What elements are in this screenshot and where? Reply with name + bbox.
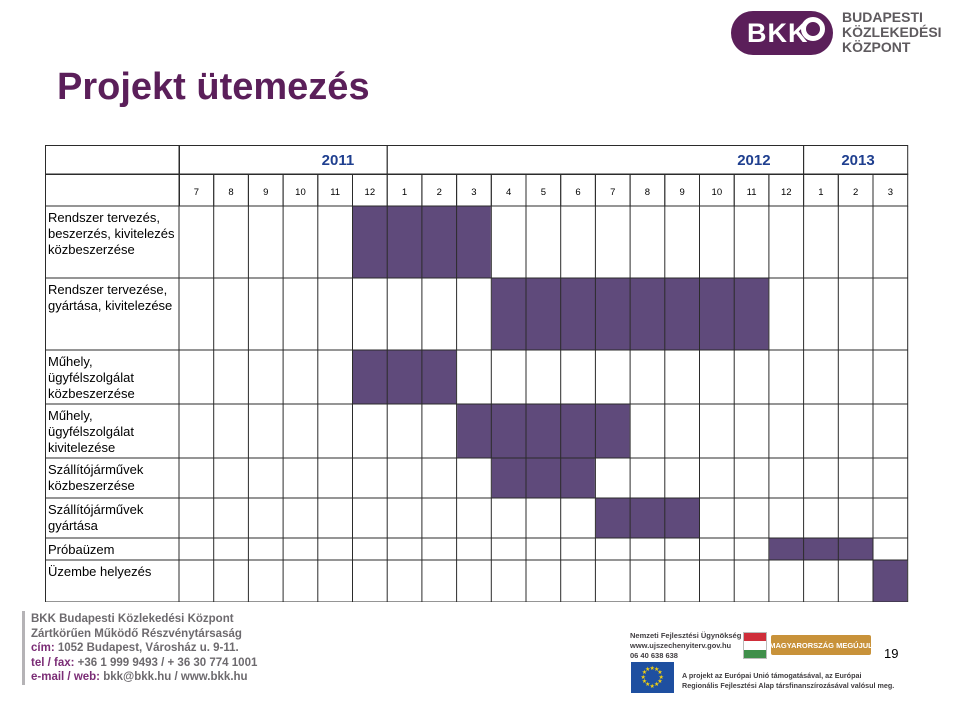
month-label: 9: [680, 187, 685, 198]
month-label: 5: [541, 187, 546, 198]
eu-note-line-2: Regionális Fejlesztési Alap társfinanszí…: [682, 681, 895, 690]
month-label: 11: [330, 187, 340, 198]
gantt-bar: [595, 498, 699, 538]
eu-star-icon: ★: [641, 679, 648, 685]
task-label: Műhely, ügyfélszolgálat közbeszerzése: [48, 354, 135, 401]
eu-funding-note: A projekt az Európai Unió támogatásával,…: [682, 671, 894, 691]
month-label: 12: [365, 187, 376, 198]
page-title: Projekt ütemezés: [57, 66, 370, 108]
eu-flag-icon: ★ ★ ★ ★ ★ ★ ★ ★ ★ ★ ★ ★: [631, 662, 674, 693]
year-label: 2011: [322, 152, 355, 169]
eu-star-icon: ★: [654, 666, 660, 673]
gantt-bar: [457, 404, 630, 458]
month-label: 8: [645, 187, 650, 198]
eu-star-icon: ★: [641, 670, 648, 676]
agency-web[interactable]: www.ujszechenyiterv.gov.hu: [630, 641, 732, 650]
footer-phone-label: tel / fax:: [31, 656, 75, 669]
eu-star-icon: ★: [657, 670, 663, 676]
month-label: 8: [228, 187, 233, 198]
eu-star-icon: ★: [654, 682, 660, 689]
task-label: Próbaüzem: [48, 542, 115, 557]
month-label: 11: [747, 187, 757, 198]
footer-phone: tel / fax: +36 1 999 9493 / + 36 30 774 …: [31, 656, 257, 671]
month-label: 2: [437, 187, 442, 198]
task-label: Műhely, ügyfélszolgálat kivitelezése: [48, 408, 134, 455]
hungarian-flag-icon: [743, 632, 767, 659]
footer-address-value: 1052 Budapest, Városház u. 9-11.: [54, 642, 239, 654]
footer-contact: BKK Budapesti Közlekedési Központ Zártkö…: [31, 612, 257, 685]
gantt-bar: [769, 538, 873, 560]
logo-line-2: KÖZLEKEDÉSI: [842, 24, 942, 40]
footer-address-label: cím:: [31, 642, 55, 654]
logo-line-1: BUDAPESTI: [842, 9, 923, 25]
month-label: 7: [194, 187, 199, 198]
task-label: Szállítójárművek közbeszerzése: [48, 462, 144, 493]
gantt-bar: [491, 458, 595, 498]
month-label: 4: [506, 187, 511, 198]
task-label: Szállítójárművek gyártása: [48, 502, 144, 533]
month-label: 1: [818, 187, 823, 198]
month-corner-cell: [45, 173, 180, 207]
magyarorszag-megujul-banner: MAGYARORSZÁG MEGÚJUL: [769, 635, 873, 655]
footer-email-value[interactable]: bkk@bkk.hu / www.bkk.hu: [100, 671, 248, 683]
eu-star-icon: ★: [645, 666, 651, 673]
eu-star-icon: ★: [658, 674, 664, 681]
logo-wordmark: BUDAPESTI KÖZLEKEDÉSI KÖZPONT: [842, 10, 960, 55]
gantt-bar: [353, 350, 457, 404]
month-label: 7: [610, 187, 615, 198]
bkk-logo: BKK: [731, 11, 833, 55]
eu-star-icon: ★: [657, 679, 663, 685]
task-label: Rendszer tervezés, beszerzés, kivitelezé…: [48, 210, 175, 257]
month-label: 10: [712, 187, 723, 198]
month-label: 6: [575, 187, 580, 198]
footer-company: BKK Budapesti Közlekedési Központ: [31, 613, 234, 625]
footer-email-label: e-mail / web:: [31, 671, 101, 683]
logo-ring-icon: [801, 17, 825, 41]
agency-info: Nemzeti Fejlesztési Ügynökség www.ujszec…: [630, 631, 741, 661]
logo-line-3: KÖZPONT: [842, 39, 911, 55]
footer-email: e-mail / web: bkk@bkk.hu / www.bkk.hu: [31, 670, 257, 685]
month-label: 9: [263, 187, 268, 198]
eu-note-line-1: A projekt az Európai Unió támogatásával,…: [682, 671, 862, 680]
footer-company-type: Zártkörűen Működő Részvénytársaság: [31, 627, 242, 640]
month-label: 1: [402, 187, 407, 198]
year-label: 2012: [737, 152, 770, 169]
month-label: 3: [888, 187, 893, 198]
eu-star-icon: ★: [649, 683, 655, 690]
agency-name: Nemzeti Fejlesztési Ügynökség: [630, 631, 742, 640]
footer-divider: [22, 611, 25, 685]
agency-phone: 06 40 638 638: [630, 651, 678, 660]
month-label: 10: [295, 187, 306, 198]
task-label: Üzembe helyezés: [48, 564, 152, 579]
task-label: Rendszer tervezése, gyártása, kivitelezé…: [48, 282, 173, 313]
year-cell: [178, 145, 388, 175]
eu-star-icon: ★: [640, 674, 646, 681]
bkk-logo-mark: BKK: [747, 18, 809, 48]
header-corner-cell: [45, 145, 180, 175]
month-label: 12: [781, 187, 792, 198]
gantt-bar: [873, 560, 908, 602]
eu-star-icon: ★: [645, 682, 651, 689]
year-label: 2013: [841, 152, 874, 169]
month-label: 2: [853, 187, 858, 198]
gantt-chart: 2011 2012 2013 7 8 9 10 11 12 1 2 3 4 5 6 7 8 9 10 11 12 1 2 3 …: [45, 145, 912, 602]
footer-address: cím: 1052 Budapest, Városház u. 9-11.: [31, 641, 257, 656]
footer-phone-value: +36 1 999 9493 / + 36 30 774 1001: [74, 656, 258, 669]
month-label: 3: [471, 187, 476, 198]
eu-star-icon: ★: [649, 665, 655, 672]
page-number: 19: [884, 646, 899, 661]
